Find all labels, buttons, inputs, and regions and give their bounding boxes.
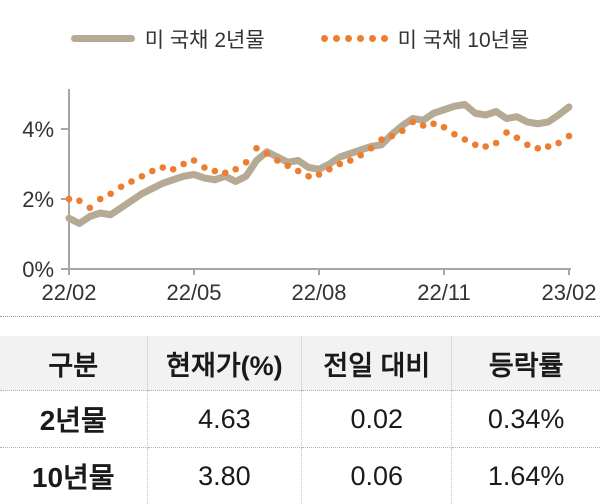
series-dot-10y	[315, 171, 323, 178]
x-tick-label: 22/08	[291, 280, 346, 305]
series-dot-10y	[201, 164, 208, 171]
series-dot-10y	[159, 164, 167, 171]
yield-table: 구분 현재가(%) 전일 대비 등락률 2년물 4.63 0.02 0.34% …	[0, 336, 600, 504]
series-dot-10y	[544, 143, 552, 150]
series-dot-10y	[149, 167, 156, 175]
y-tick-label: 4%	[22, 117, 54, 142]
header-current: 현재가(%)	[147, 336, 303, 391]
series-dot-10y	[128, 178, 135, 185]
chart-legend: 미 국채 2년물 미 국채 10년물	[0, 0, 600, 77]
series-dot-10y	[336, 160, 344, 168]
series-dot-10y	[399, 127, 406, 135]
series-dot-10y	[190, 157, 198, 164]
yield-chart-area: 0% 2% 4% 22/02 22/05 22/08 22/11 23/02	[0, 77, 600, 316]
series-dot-10y	[471, 141, 479, 149]
series-dot-10y	[430, 120, 437, 128]
series-dot-10y	[565, 132, 573, 140]
header-change: 전일 대비	[301, 336, 453, 391]
solid-line-swatch-icon	[70, 35, 135, 42]
series-dot-10y	[232, 165, 239, 173]
series-dot-10y	[253, 144, 260, 152]
series-dot-10y	[242, 158, 250, 166]
cell-rate-2y: 0.34%	[451, 390, 600, 448]
cell-change-2y: 0.02	[301, 390, 453, 448]
series-dot-10y	[211, 167, 219, 175]
series-line-2y	[65, 101, 573, 227]
cell-current-10y: 3.80	[147, 447, 303, 504]
cell-label-2y: 2년물	[0, 390, 148, 448]
series-dot-10y	[86, 204, 94, 212]
table-row-10y: 10년물 3.80 0.06 1.64%	[0, 447, 600, 504]
series-dot-10y	[419, 122, 427, 129]
series-dot-10y	[409, 118, 417, 126]
table-row-2y: 2년물 4.63 0.02 0.34%	[0, 390, 600, 448]
x-tick-label: 22/02	[41, 280, 96, 305]
series-dot-10y	[513, 134, 521, 142]
series-dot-10y	[284, 162, 292, 170]
dotted-line-swatch-icon	[320, 35, 388, 42]
series-dot-10y	[503, 129, 510, 136]
y-tick-label: 2%	[22, 187, 54, 212]
cell-change-10y: 0.06	[301, 447, 453, 504]
series-dot-10y	[378, 136, 385, 143]
series-dot-10y	[65, 195, 73, 203]
series-dot-10y	[367, 144, 375, 152]
series-dot-10y	[138, 172, 146, 180]
x-tick-label: 22/05	[166, 280, 221, 305]
series-dot-10y	[96, 195, 104, 203]
header-category: 구분	[0, 336, 148, 391]
series-dot-10y	[180, 160, 187, 168]
series-dot-10y	[482, 143, 489, 150]
legend-item-10y: 미 국채 10년물	[320, 24, 530, 54]
x-tick-label: 22/11	[417, 280, 470, 305]
series-dot-10y	[346, 157, 354, 164]
series-dot-10y	[534, 144, 542, 152]
series-dot-10y	[451, 130, 458, 138]
yield-table-section: 구분 현재가(%) 전일 대비 등락률 2년물 4.63 0.02 0.34% …	[0, 316, 600, 504]
series-dot-10y	[274, 157, 281, 164]
series-dot-10y	[107, 190, 114, 198]
series-dot-10y	[492, 139, 500, 147]
series-dot-10y	[263, 150, 271, 157]
series-dot-10y	[326, 165, 333, 173]
legend-label-10y: 미 국채 10년물	[397, 28, 530, 52]
cell-label-10y: 10년물	[0, 447, 148, 504]
series-dot-10y	[294, 167, 302, 175]
series-dot-10y	[388, 132, 396, 140]
series-dot-10y	[357, 151, 364, 159]
series-dot-10y	[117, 183, 125, 191]
header-rate: 등락률	[451, 336, 600, 391]
series-dot-10y	[221, 169, 229, 177]
series-dot-10y	[524, 141, 531, 149]
x-tick-label: 23/02	[541, 280, 596, 305]
yield-line-chart: 0% 2% 4% 22/02 22/05 22/08 22/11 23/02	[22, 89, 597, 305]
table-header-row: 구분 현재가(%) 전일 대비 등락률	[0, 336, 600, 391]
series-dot-10y	[555, 139, 562, 147]
series-dot-10y	[440, 123, 448, 131]
series-dot-10y	[305, 172, 312, 180]
cell-current-2y: 4.63	[147, 390, 303, 448]
legend-label-2y: 미 국채 2년물	[144, 28, 265, 52]
y-tick-label: 0%	[22, 257, 54, 282]
series-dot-10y	[461, 136, 469, 143]
legend-item-2y: 미 국채 2년물	[70, 24, 265, 54]
cell-rate-10y: 1.64%	[487, 460, 565, 491]
series-dot-10y	[76, 197, 83, 205]
series-dot-10y	[169, 165, 177, 173]
